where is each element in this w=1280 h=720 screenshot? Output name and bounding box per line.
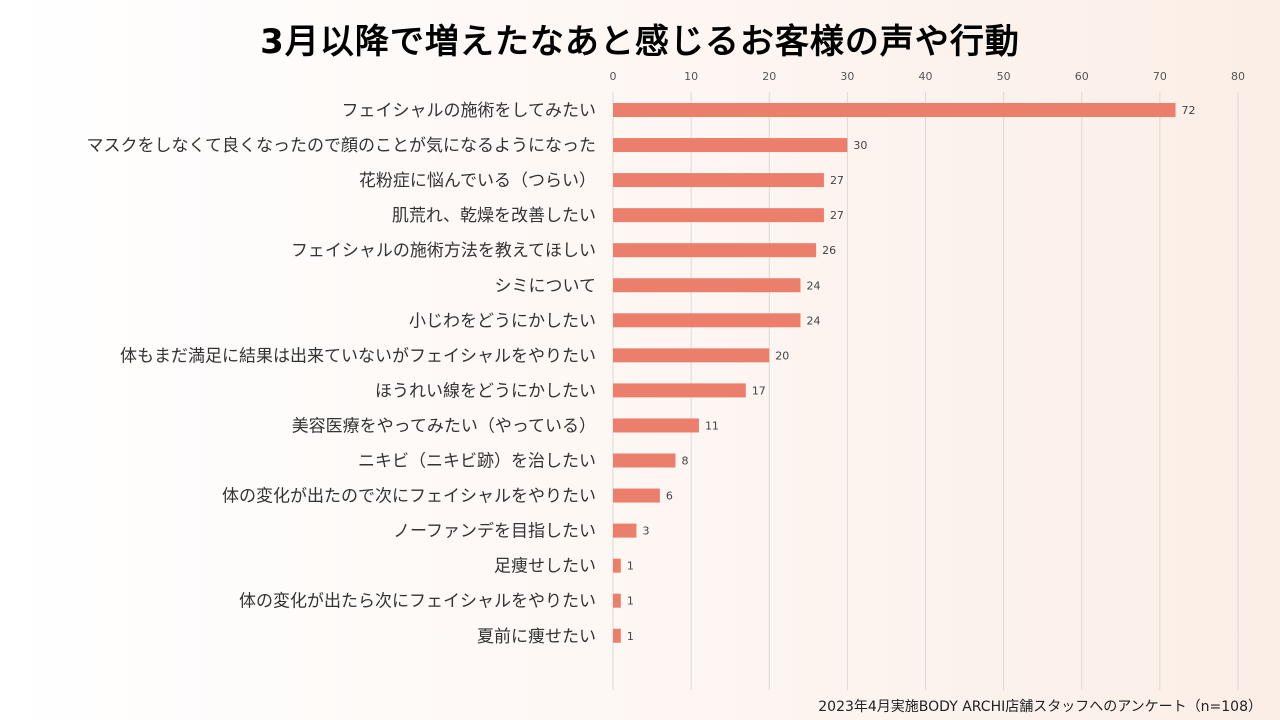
bar bbox=[613, 523, 637, 538]
bar bbox=[613, 278, 801, 293]
category-label: 肌荒れ、乾燥を改善したい bbox=[392, 206, 596, 226]
bar bbox=[613, 313, 801, 328]
category-label: ノーファンデを目指したい bbox=[393, 521, 596, 542]
bar bbox=[613, 628, 621, 643]
chart-title: 3月以降で増えたなあと感じるお客様の声や行動 bbox=[260, 22, 1020, 62]
category-label: ほうれい線をどうにかしたい bbox=[375, 381, 596, 401]
bar bbox=[613, 383, 746, 398]
data-label: 72 bbox=[1182, 104, 1196, 117]
category-label: フェイシャルの施術をしてみたい bbox=[342, 101, 597, 121]
data-label: 24 bbox=[807, 314, 821, 327]
bar bbox=[613, 558, 621, 573]
data-label: 27 bbox=[830, 209, 844, 222]
source-note: 2023年4月実施BODY ARCHI店舗スタッフへのアンケート（n=108） bbox=[818, 699, 1262, 715]
category-label: 体の変化が出たら次にフェイシャルをやりたい bbox=[239, 592, 596, 612]
data-label: 17 bbox=[752, 384, 766, 397]
category-label: 足痩せしたい bbox=[494, 557, 596, 577]
data-label: 24 bbox=[807, 279, 821, 292]
data-label: 1 bbox=[627, 630, 634, 643]
data-label: 11 bbox=[705, 419, 719, 432]
data-label: 20 bbox=[775, 349, 789, 362]
bar bbox=[613, 208, 824, 223]
category-label: マスクをしなくて良くなったので顔のことが気になるようになった bbox=[87, 136, 597, 156]
data-label: 8 bbox=[682, 455, 689, 468]
data-label: 27 bbox=[830, 174, 844, 187]
data-label: 26 bbox=[822, 244, 836, 257]
bar bbox=[613, 138, 848, 153]
bar bbox=[613, 103, 1176, 117]
category-label: 美容医療をやってみたい（やっている） bbox=[292, 416, 596, 436]
category-label: 体もまだ満足に結果は出来ていないがフェイシャルをやりたい bbox=[120, 346, 596, 366]
x-tick-label: 0 bbox=[610, 70, 617, 83]
data-label: 6 bbox=[666, 490, 673, 503]
category-label: シミについて bbox=[495, 276, 597, 296]
bar bbox=[613, 348, 770, 363]
bar bbox=[613, 173, 824, 188]
bar bbox=[613, 488, 660, 503]
data-label: 30 bbox=[853, 139, 867, 152]
category-label: ニキビ（ニキビ跡）を治したい bbox=[358, 452, 596, 472]
category-label: 体の変化が出たので次にフェイシャルをやりたい bbox=[222, 487, 596, 507]
data-label: 3 bbox=[642, 525, 649, 538]
data-label: 1 bbox=[627, 595, 634, 608]
bar bbox=[613, 418, 699, 433]
category-label: 小じわをどうにかしたい bbox=[409, 311, 596, 331]
x-tick-label: 60 bbox=[1075, 70, 1089, 83]
x-tick-label: 80 bbox=[1231, 70, 1245, 83]
x-tick-label: 40 bbox=[919, 70, 933, 83]
category-label: フェイシャルの施術方法を教えてほしい bbox=[291, 241, 596, 261]
x-tick-label: 30 bbox=[840, 70, 854, 83]
x-tick-label: 20 bbox=[762, 70, 776, 83]
category-label: 夏前に痩せたい bbox=[477, 627, 596, 647]
x-tick-label: 10 bbox=[684, 70, 698, 83]
category-label: 花粉症に悩んでいる（つらい） bbox=[359, 171, 596, 191]
x-tick-label: 70 bbox=[1153, 70, 1167, 83]
data-label: 1 bbox=[627, 560, 634, 573]
x-tick-label: 50 bbox=[997, 70, 1011, 83]
bar bbox=[613, 243, 817, 258]
bar bbox=[613, 453, 676, 468]
bar bbox=[613, 593, 621, 608]
